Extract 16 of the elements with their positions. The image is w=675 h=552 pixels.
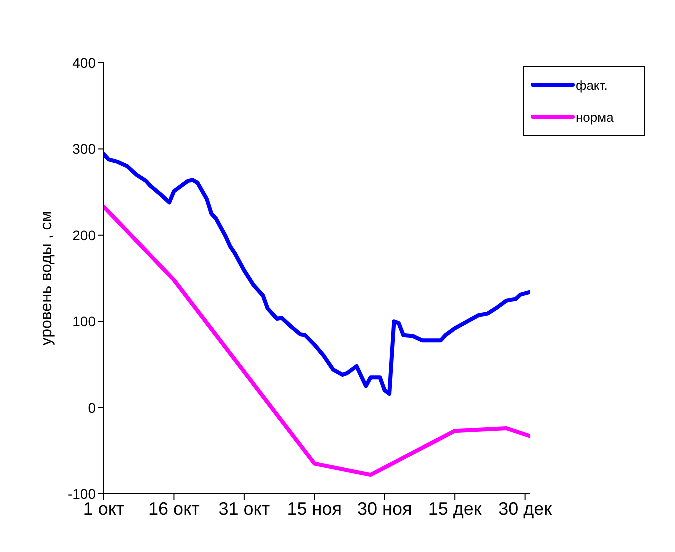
y-tick-label: 0 <box>88 400 96 416</box>
legend-label: норма <box>576 110 614 124</box>
x-tick-label: 31 окт <box>218 498 270 519</box>
y-axis-title: уровень воды , см <box>38 211 56 346</box>
legend-label: факт. <box>576 78 608 92</box>
x-tick-label: 15 дек <box>428 498 482 519</box>
line-series <box>104 204 530 478</box>
x-tick-label: 30 ноя <box>358 498 412 519</box>
y-tick-label: 200 <box>72 227 96 244</box>
y-tick-label: 100 <box>72 314 96 330</box>
x-tick-label: 15 ноя <box>287 498 342 519</box>
x-tick-label: 30 дек <box>498 498 552 519</box>
x-tick-label: 16 окт <box>148 498 200 519</box>
y-tick-label: 400 <box>72 54 96 71</box>
y-tick-label: 300 <box>72 141 96 158</box>
line-series <box>104 152 530 396</box>
